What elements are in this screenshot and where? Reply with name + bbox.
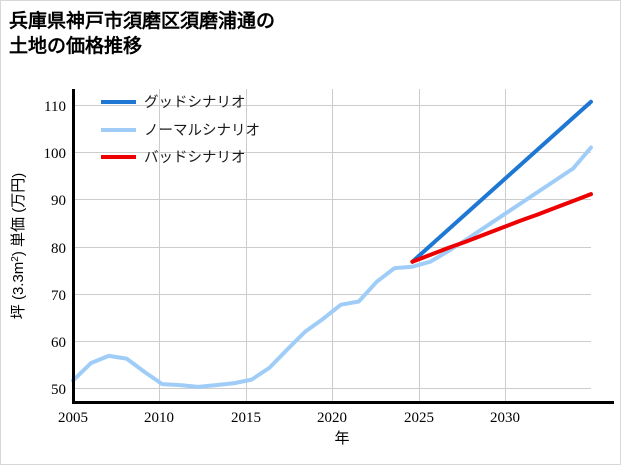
y-tick-labels: 110 100 90 80 70 60 50: [44, 99, 67, 398]
y-tick-110: 110: [44, 99, 66, 115]
legend-label-bad: バッドシナリオ: [144, 150, 246, 166]
y-axis-title: 坪 (3.3m2) 単価 (万円): [10, 173, 27, 319]
x-tick-2015: 2015: [231, 410, 261, 426]
x-gridlines: [159, 89, 506, 402]
x-tick-2005: 2005: [58, 410, 88, 426]
x-tick-2020: 2020: [317, 410, 347, 426]
legend-label-normal: ノーマルシナリオ: [144, 123, 260, 139]
y-axis-title-suffix: ) 単価 (万円): [10, 173, 27, 256]
y-tick-80: 80: [51, 241, 66, 257]
y-tick-70: 70: [51, 288, 66, 304]
x-tick-labels: 2005 2010 2015 2020 2025 2030: [58, 410, 520, 426]
chart-legend: グッドシナリオ ノーマルシナリオ バッドシナリオ: [101, 94, 260, 166]
series-line-normal: [71, 145, 593, 389]
y-tick-50: 50: [51, 382, 66, 398]
legend-label-good: グッドシナリオ: [144, 94, 246, 111]
x-tick-2010: 2010: [144, 410, 174, 426]
page-title: 兵庫県神戸市須磨区須磨浦通の 土地の価格推移: [9, 11, 276, 58]
series-group: [71, 99, 593, 389]
series-line-bad: [410, 192, 593, 264]
x-tick-2025: 2025: [404, 410, 434, 426]
series-line-good: [410, 99, 593, 264]
x-axis-title: 年: [334, 430, 349, 447]
x-tick-2030: 2030: [490, 410, 520, 426]
y-axis-title-prefix: 坪 (3.3m: [10, 262, 27, 320]
y-axis-title-superscript: 2: [10, 256, 21, 262]
y-tick-100: 100: [44, 146, 67, 162]
y-tick-60: 60: [51, 335, 66, 351]
y-tick-90: 90: [51, 193, 66, 209]
